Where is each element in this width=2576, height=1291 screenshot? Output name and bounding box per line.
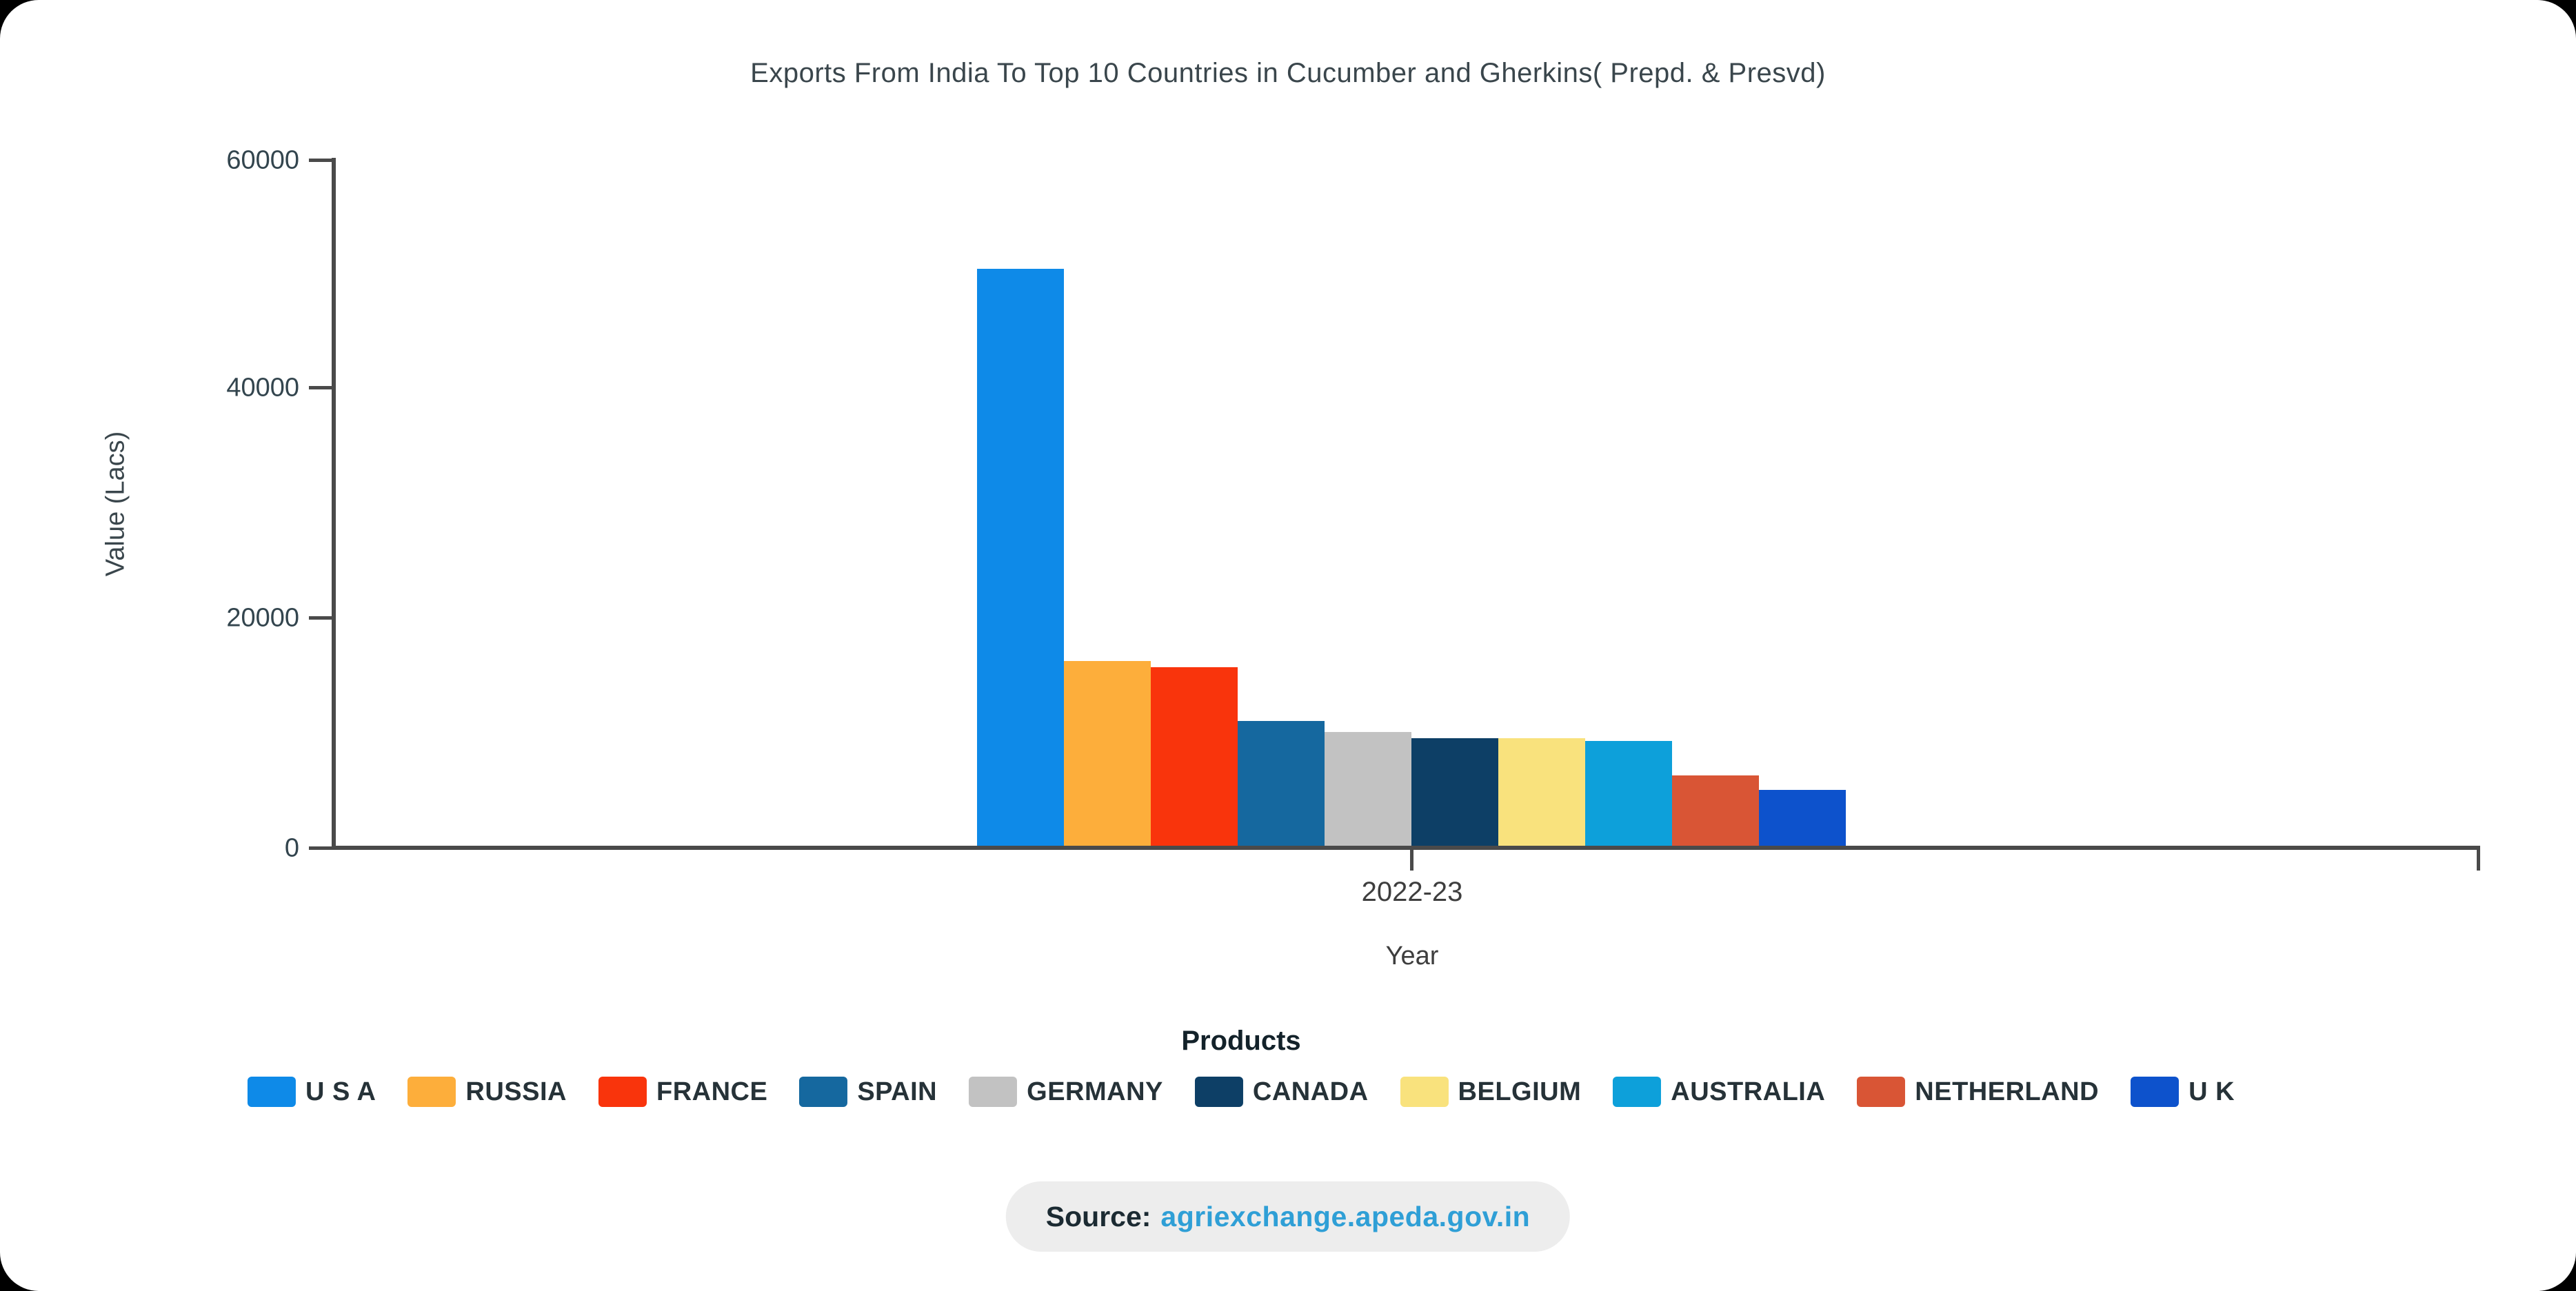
legend-swatch-australia	[1613, 1077, 1662, 1107]
legend-item-spain: SPAIN	[799, 1077, 937, 1107]
legend-item-usa: U S A	[247, 1077, 376, 1107]
x-tick-mark	[1410, 850, 1413, 871]
legend-label: RUSSIA	[465, 1077, 567, 1106]
y-axis-line	[332, 158, 336, 850]
source-prefix: Source:	[1045, 1200, 1151, 1232]
bar-germany	[1325, 732, 1411, 846]
y-tick-mark	[309, 616, 335, 620]
y-tick-label-20000: 20000	[226, 603, 299, 633]
bar-canada	[1411, 738, 1498, 846]
legend-swatch-canada	[1194, 1077, 1243, 1107]
y-tick-mark	[309, 159, 335, 162]
x-axis-end-tick	[2477, 850, 2480, 871]
legend-item-uk: U K	[2131, 1077, 2235, 1107]
legend-swatch-netherland	[1857, 1077, 1906, 1107]
legend-swatch-france	[598, 1077, 647, 1107]
bar-belgium	[1498, 738, 1585, 846]
bar-netherland	[1672, 775, 1759, 846]
legend-item-netherland: NETHERLAND	[1857, 1077, 2099, 1107]
legend-item-france: FRANCE	[598, 1077, 767, 1107]
legend-item-russia: RUSSIA	[407, 1077, 567, 1107]
y-tick-mark	[309, 386, 335, 389]
x-axis-line	[332, 846, 2480, 850]
legend-item-belgium: BELGIUM	[1400, 1077, 1582, 1107]
legend-label: BELGIUM	[1458, 1077, 1582, 1106]
legend-label: U S A	[305, 1077, 376, 1106]
bar-usa	[977, 269, 1064, 846]
legend-title: Products	[1181, 1026, 1301, 1056]
legend-swatch-spain	[799, 1077, 848, 1107]
legend-swatch-russia	[407, 1077, 456, 1107]
chart-title: Exports From India To Top 10 Countries i…	[750, 58, 1826, 88]
legend-label: FRANCE	[656, 1077, 768, 1106]
legend-label: U K	[2188, 1077, 2235, 1106]
legend: U S A RUSSIA FRANCE SPAIN GERMANY CANADA…	[247, 1077, 2235, 1107]
legend-item-germany: GERMANY	[969, 1077, 1163, 1107]
y-tick-label-0: 0	[284, 833, 299, 863]
legend-label: AUSTRALIA	[1671, 1077, 1826, 1106]
bar-russia	[1064, 661, 1151, 846]
bar-france	[1151, 667, 1238, 846]
legend-label: NETHERLAND	[1915, 1077, 2100, 1106]
bar-australia	[1585, 741, 1672, 846]
y-axis-label: Value (Lacs)	[101, 431, 130, 577]
legend-label: SPAIN	[857, 1077, 938, 1106]
legend-label: CANADA	[1252, 1077, 1369, 1106]
x-axis-label: Year	[1385, 942, 1439, 970]
x-tick-label: 2022-23	[1361, 877, 1463, 907]
source-pill: Source: agriexchange.apeda.gov.in	[1005, 1181, 1571, 1252]
source-link[interactable]: agriexchange.apeda.gov.in	[1160, 1200, 1531, 1232]
bar-uk	[1759, 790, 1846, 846]
legend-item-australia: AUSTRALIA	[1613, 1077, 1825, 1107]
bar-spain	[1238, 721, 1325, 846]
y-tick-label-40000: 40000	[226, 373, 299, 403]
y-tick-label-60000: 60000	[226, 145, 299, 175]
legend-item-canada: CANADA	[1194, 1077, 1369, 1107]
legend-label: GERMANY	[1027, 1077, 1163, 1106]
legend-swatch-uk	[2131, 1077, 2180, 1107]
legend-swatch-usa	[247, 1077, 296, 1107]
y-tick-mark	[309, 846, 335, 850]
legend-swatch-germany	[969, 1077, 1018, 1107]
legend-swatch-belgium	[1400, 1077, 1449, 1107]
